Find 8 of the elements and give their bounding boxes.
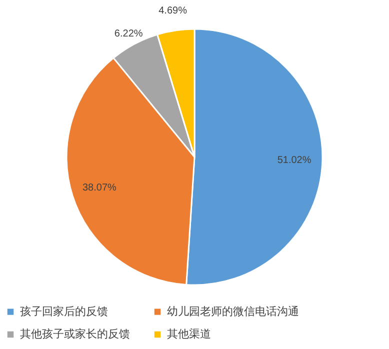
- legend-label: 其他渠道: [167, 328, 211, 340]
- legend-label: 孩子回家后的反馈: [20, 304, 108, 318]
- legend-label: 其他孩子或家长的反馈: [20, 328, 130, 340]
- data-label: 38.07%: [82, 182, 117, 194]
- data-label: 6.22%: [114, 28, 143, 40]
- legend-label: 幼儿园老师的微信电话沟通: [167, 304, 299, 318]
- data-label: 4.69%: [158, 6, 188, 17]
- data-label: 51.02%: [277, 155, 312, 166]
